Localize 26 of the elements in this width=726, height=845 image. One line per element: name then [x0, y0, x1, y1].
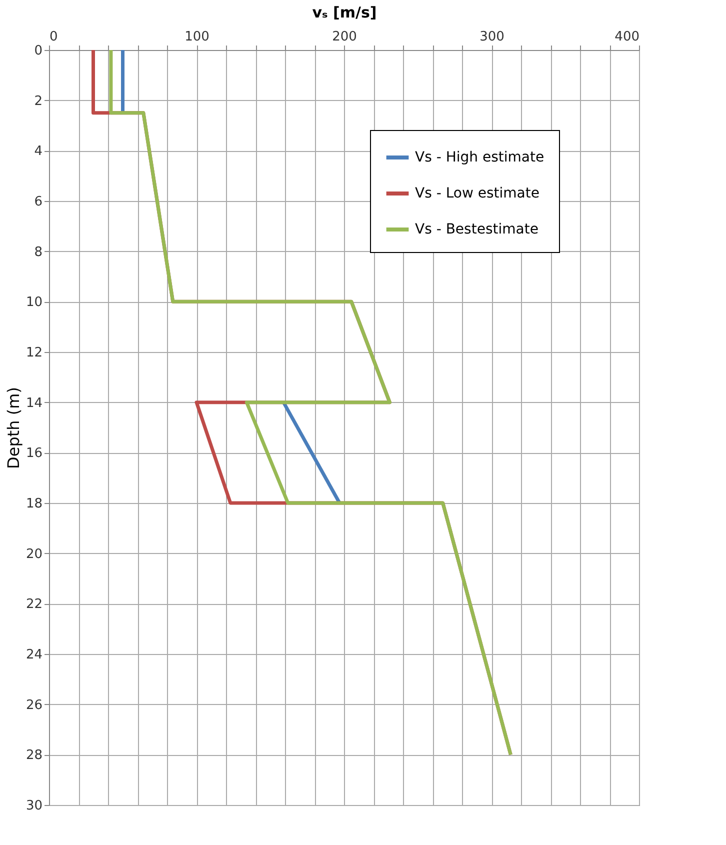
y-axis-title: Depth (m)	[4, 387, 23, 469]
x-tick-label: 0	[50, 30, 58, 44]
y-tick-label: 4	[34, 144, 42, 160]
y-tick-label: 30	[26, 798, 42, 814]
x-tick-label: 200	[332, 30, 357, 44]
y-tick-label: 8	[34, 244, 42, 260]
x-tick-label: 100	[184, 30, 210, 44]
y-tick-label: 6	[34, 194, 42, 210]
y-tick-label: 12	[26, 346, 42, 360]
y-tick-label: 0	[34, 44, 42, 58]
legend-label: Vs - Low estimate	[415, 186, 540, 202]
legend-label: Vs - Bestestimate	[415, 222, 538, 238]
y-tick-label: 2	[34, 94, 42, 109]
y-tick-label: 20	[26, 546, 42, 562]
y-tick-label: 10	[26, 295, 42, 310]
y-tick-label: 22	[26, 597, 42, 612]
y-tick-label: 18	[26, 496, 42, 512]
y-tick-label: 26	[26, 698, 42, 713]
y-tick-label: 16	[26, 446, 42, 462]
y-tick-label: 24	[26, 648, 42, 662]
x-tick-label: 400	[614, 30, 640, 44]
y-tick-label: 14	[26, 396, 42, 411]
x-tick-label: 300	[480, 30, 504, 44]
x-axis-title: vₛ [m/s]	[312, 4, 377, 22]
legend-label: Vs - High estimate	[415, 150, 544, 166]
y-tick-label: 28	[26, 748, 42, 764]
